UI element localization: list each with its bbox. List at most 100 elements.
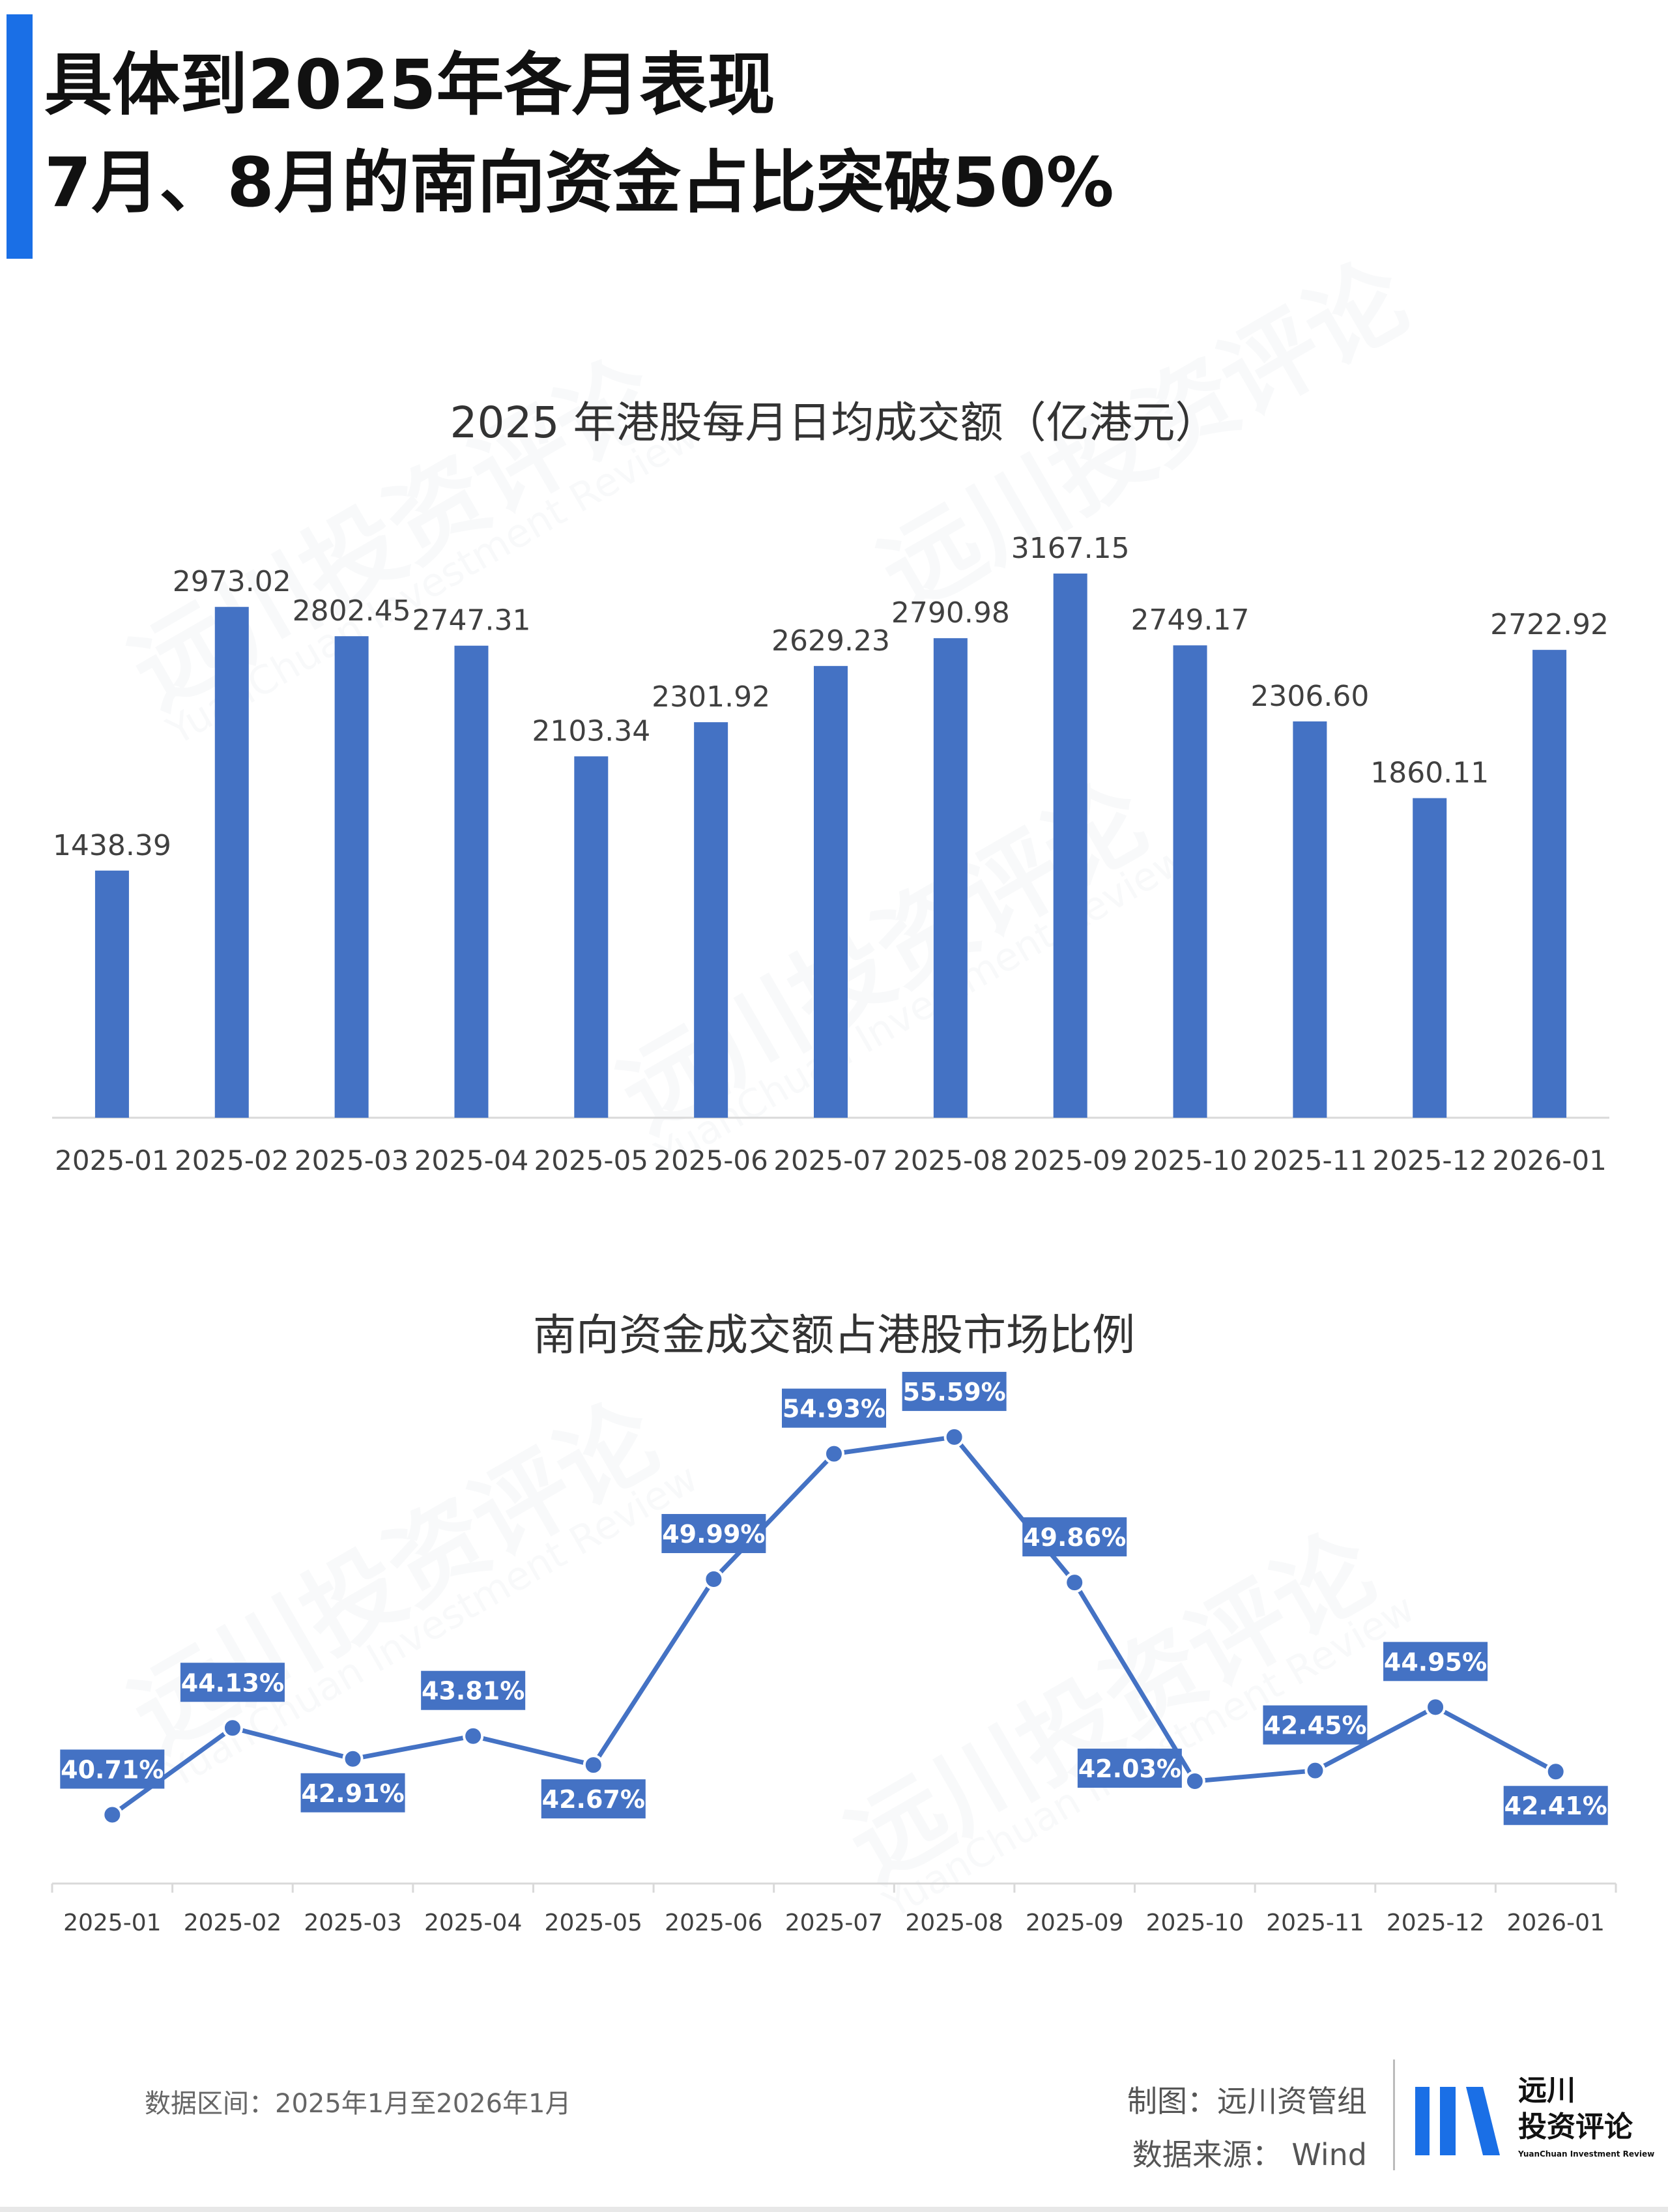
data-label: 2629.23 — [771, 624, 890, 658]
data-point — [824, 1443, 844, 1464]
x-tick-label: 2025-01 — [55, 1144, 169, 1176]
data-label-box — [1503, 1786, 1608, 1826]
data-point — [222, 1717, 243, 1739]
x-tick-label: 2025-04 — [424, 1910, 522, 1936]
x-tick-label: 2025-04 — [414, 1144, 529, 1176]
x-tick-label: 2025-05 — [534, 1144, 649, 1176]
data-label: 2790.98 — [891, 596, 1010, 630]
data-label: 43.81% — [422, 1677, 525, 1706]
data-label: 2747.31 — [412, 604, 530, 637]
data-label-box — [1022, 1517, 1127, 1557]
data-label-box — [1383, 1642, 1488, 1681]
page-title-line-2: 7月、8月的南向资金占比突破50% — [44, 143, 1114, 222]
bar — [1293, 721, 1327, 1118]
data-label-box — [180, 1663, 285, 1702]
data-point — [1425, 1696, 1446, 1718]
bar — [933, 638, 968, 1118]
x-tick-label: 2025-08 — [905, 1910, 1003, 1936]
bar — [1532, 650, 1567, 1118]
data-point — [1304, 1760, 1326, 1781]
data-label-box — [300, 1773, 405, 1812]
x-tick-label: 2025-11 — [1266, 1910, 1364, 1936]
data-label-box — [421, 1670, 526, 1710]
data-point — [582, 1754, 604, 1776]
logo-divider — [1393, 2059, 1395, 2170]
page-title: 具体到2025年各月表现 7月、8月的南向资金占比突破50% — [44, 36, 1114, 231]
data-label: 44.95% — [1384, 1648, 1487, 1676]
data-range-note: 数据区间：2025年1月至2026年1月 — [145, 2089, 571, 2119]
x-tick-label: 2025-09 — [1013, 1144, 1128, 1176]
bar — [214, 607, 249, 1118]
data-label: 2802.45 — [293, 594, 411, 628]
data-label: 2103.34 — [532, 714, 650, 748]
title-accent-bar — [7, 14, 33, 259]
bar — [814, 665, 848, 1118]
x-tick-label: 2025-11 — [1253, 1144, 1368, 1176]
data-point — [1064, 1572, 1086, 1594]
data-label: 44.13% — [181, 1668, 284, 1697]
bar — [1173, 645, 1207, 1118]
data-label: 49.86% — [1023, 1523, 1126, 1552]
x-tick-label: 2025-02 — [175, 1144, 289, 1176]
x-tick-label: 2025-10 — [1133, 1144, 1248, 1176]
data-point — [943, 1426, 965, 1448]
x-tick-label: 2025-12 — [1387, 1910, 1484, 1936]
x-tick-label: 2026-01 — [1492, 1144, 1607, 1176]
x-tick-label: 2025-06 — [654, 1144, 768, 1176]
data-label: 2301.92 — [652, 680, 770, 714]
line-chart-title: 南向资金成交额占港股市场比例 — [533, 1310, 1135, 1360]
x-tick-label: 2026-01 — [1506, 1910, 1604, 1936]
x-tick-label: 2025-12 — [1372, 1144, 1487, 1176]
logo-subtitle: YuanChuan Investment Review — [1518, 2149, 1655, 2159]
x-tick-label: 2025-08 — [893, 1144, 1008, 1176]
x-tick-label: 2025-01 — [63, 1910, 161, 1936]
x-tick-label: 2025-05 — [545, 1910, 642, 1936]
data-label: 42.91% — [301, 1779, 404, 1808]
data-point — [703, 1569, 725, 1590]
brand-logo: 远川 投资评论 — [1518, 2073, 1633, 2146]
data-label: 42.03% — [1078, 1754, 1181, 1783]
series-line — [111, 1434, 1557, 1817]
data-label: 42.67% — [542, 1785, 645, 1814]
data-label: 40.71% — [61, 1755, 164, 1784]
logo-bars-icon — [1415, 2087, 1500, 2155]
data-label-box — [1077, 1749, 1182, 1788]
x-tick-label: 2025-10 — [1146, 1910, 1244, 1936]
data-label: 55.59% — [902, 1378, 1005, 1406]
bar — [454, 645, 489, 1118]
data-label-box — [782, 1388, 886, 1428]
data-label-box — [902, 1371, 1007, 1411]
x-tick-label: 2025-02 — [184, 1910, 281, 1936]
data-point — [463, 1725, 484, 1747]
bar — [694, 722, 728, 1118]
data-label: 2722.92 — [1490, 608, 1609, 641]
data-label-box — [60, 1749, 165, 1789]
x-tick-label: 2025-07 — [785, 1910, 883, 1936]
bar — [1053, 574, 1087, 1118]
data-point — [102, 1804, 123, 1826]
data-label-box — [661, 1514, 766, 1554]
data-label: 49.99% — [662, 1520, 765, 1549]
x-tick-label: 2025-03 — [304, 1910, 401, 1936]
chart-credit: 制图：远川资管组 — [1127, 2084, 1367, 2119]
data-label: 2749.17 — [1131, 604, 1250, 637]
data-label-box — [541, 1779, 646, 1819]
bar-chart-title: 2025 年港股每月日均成交额（亿港元） — [450, 398, 1218, 448]
logo-line-2: 投资评论 — [1518, 2110, 1633, 2144]
data-label-box — [1263, 1705, 1368, 1745]
x-tick-label: 2025-07 — [773, 1144, 888, 1176]
logo-line-1: 远川 — [1518, 2074, 1575, 2107]
data-label: 3167.15 — [1011, 532, 1130, 565]
line-chart: 40.71% 2025-01 44.13% 2025-02 42.91% 2025-03 4… — [51, 1371, 1617, 1936]
data-label: 1860.11 — [1370, 757, 1489, 790]
data-label: 42.41% — [1504, 1792, 1607, 1820]
page-title-line-1: 具体到2025年各月表现 — [44, 45, 775, 124]
data-label: 2973.02 — [173, 565, 291, 598]
bar-chart: 1438.39 2025-01 2973.02 2025-02 2802.45 2025-… — [52, 532, 1609, 1176]
bar — [574, 756, 609, 1118]
data-point — [342, 1748, 364, 1769]
data-label: 1438.39 — [53, 829, 171, 862]
bottom-edge — [0, 2207, 1668, 2212]
data-source: 数据来源： Wind — [1132, 2137, 1367, 2172]
data-label: 54.93% — [783, 1395, 885, 1423]
